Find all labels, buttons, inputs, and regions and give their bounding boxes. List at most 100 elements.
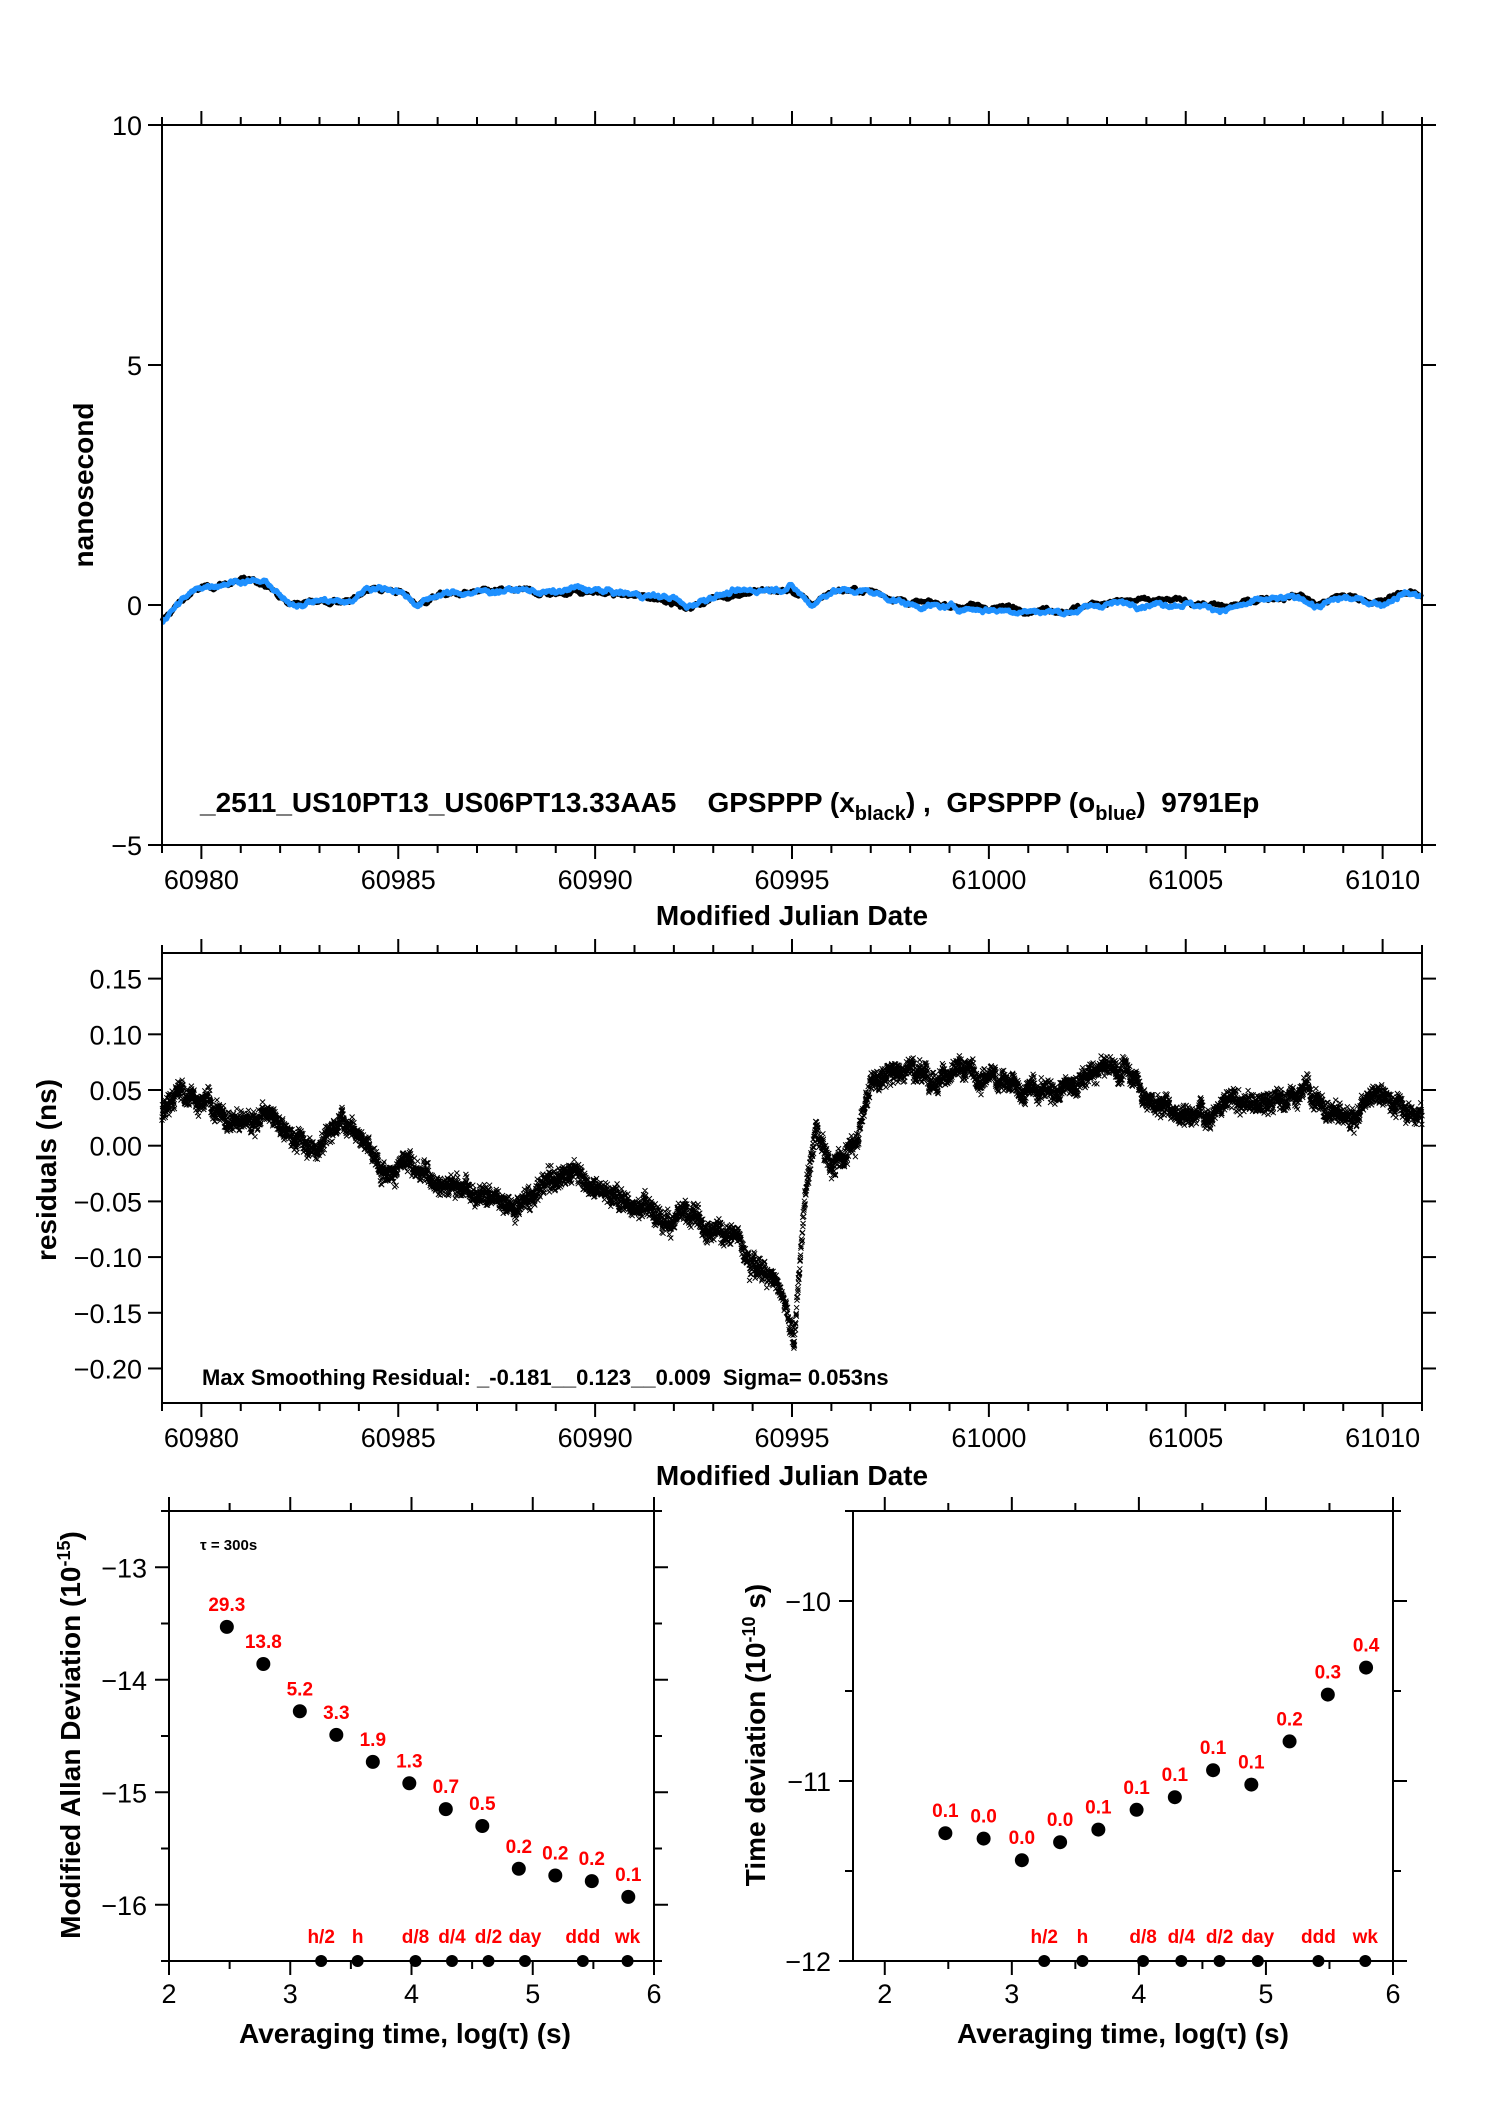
series-blue-o xyxy=(160,576,1424,625)
mdev-y-axis-title: Modified Allan Deviation (10-15) xyxy=(54,1531,86,1939)
tdev-marker-dot xyxy=(1359,1955,1372,1967)
tdev-marker-dot xyxy=(1076,1955,1089,1967)
mdev-ylabel-sup: -15 xyxy=(54,1540,74,1566)
mdev-point-label: 0.2 xyxy=(579,1849,605,1870)
tdev-point-label: 0.4 xyxy=(1353,1636,1380,1657)
mdev-marker-dot xyxy=(518,1955,531,1967)
residuals-data xyxy=(159,1053,1425,1351)
phase-axis-ticks: 60980 60985 60990 60995 61000 61005 61010 −5 0 5 1… xyxy=(111,111,1436,895)
mdev-marker-dot xyxy=(482,1955,495,1967)
residuals-x-tick-label: 60990 xyxy=(558,1423,633,1453)
mdev-x-tick-label: 5 xyxy=(525,1979,540,2009)
tdev-point-label: 0.1 xyxy=(1123,1778,1150,1799)
tdev-x-tick-label: 4 xyxy=(1131,1979,1146,2009)
residuals-x-tick-label: 61000 xyxy=(951,1423,1026,1453)
tdev-x-tick-label: 3 xyxy=(1004,1979,1019,2009)
mdev-point-label: 0.7 xyxy=(433,1777,459,1798)
mdev-point-label: 5.2 xyxy=(287,1679,313,1700)
tdev-point-label: 0.1 xyxy=(932,1801,959,1822)
tdev-data-point xyxy=(1053,1835,1068,1850)
residuals-y-tick-label: 0.00 xyxy=(89,1132,142,1162)
mdev-x-tick-label: 6 xyxy=(646,1979,661,2009)
mdev-data-point xyxy=(621,1889,636,1904)
tdev-point-label: 0.1 xyxy=(1200,1738,1227,1759)
mdev-x-tick-label: 2 xyxy=(161,1979,176,2009)
mdev-marker-dot xyxy=(351,1955,364,1967)
residuals-x-tick-label: 60985 xyxy=(361,1423,436,1453)
mdev-data-point xyxy=(256,1657,271,1671)
legend-sub-black: black xyxy=(855,803,907,825)
tdev-x-tick-label: 6 xyxy=(1385,1979,1400,2009)
tdev-y-tick-label: −12 xyxy=(785,1947,831,1977)
mdev-data-point xyxy=(584,1874,599,1889)
tdev-x-tick-label: 2 xyxy=(877,1979,892,2009)
mdev-marker-dot xyxy=(445,1955,458,1967)
mdev-marker-dot xyxy=(409,1955,422,1967)
phase-y-tick-label: −5 xyxy=(111,831,142,861)
tdev-marker-label: h/2 xyxy=(1030,1927,1057,1948)
blue-trace xyxy=(160,576,1424,625)
residuals-y-tick-label: 0.10 xyxy=(89,1020,142,1050)
tdev-data-point xyxy=(976,1831,991,1846)
legend-prefix: _2511_US10PT13_US06PT13.33AA5 GPSPPP (x xyxy=(199,787,855,818)
mdev-point-label: 13.8 xyxy=(245,1632,282,1653)
mdev-y-tick-label: −15 xyxy=(101,1778,147,1808)
phase-x-tick-label: 60995 xyxy=(754,865,829,895)
mdev-data-point xyxy=(402,1776,417,1791)
mdev-data-point xyxy=(438,1802,453,1817)
tdev-marker-dot xyxy=(1137,1955,1150,1967)
mdev-x-tick-label: 4 xyxy=(404,1979,419,2009)
residuals-y-tick-label: 0.15 xyxy=(89,965,142,995)
tdev-y-tick-label: −10 xyxy=(785,1587,831,1617)
tdev-data-point xyxy=(1320,1687,1335,1702)
phase-y-axis-title: nanosecond xyxy=(68,403,99,568)
tdev-data-point xyxy=(1129,1802,1144,1817)
legend-suffix: ) 9791Ep xyxy=(1136,787,1259,818)
legend-sub-blue: blue xyxy=(1095,803,1136,825)
tdev-y-axis-title: Time deviation (10-10 s) xyxy=(739,1584,771,1887)
residuals-y-axis-title: residuals (ns) xyxy=(31,1079,62,1261)
mdev-ylabel-main: Modified Allan Deviation (10 xyxy=(55,1567,86,1939)
mdev-data-point xyxy=(365,1754,380,1769)
tdev-point-label: 0.1 xyxy=(1162,1765,1189,1786)
residuals-x-tick-label: 60980 xyxy=(164,1423,239,1453)
mdev-x-tick-label: 3 xyxy=(283,1979,298,2009)
mdev-marker-label: day xyxy=(509,1927,542,1948)
residuals-y-tick-label: −0.10 xyxy=(74,1243,142,1273)
residuals-y-tick-label: −0.20 xyxy=(74,1354,142,1384)
mdev-data: 29.313.8 5.2 3.3 1.9 1.3 0.7 0.5 0.2 0.2 0.2 0.1 h/… xyxy=(208,1595,642,1967)
mdev-marker-label: h xyxy=(352,1927,364,1948)
mdev-point-label: 0.1 xyxy=(615,1865,642,1886)
tdev-x-axis-title: Averaging time, log(τ) (s) xyxy=(957,2018,1289,2049)
tdev-point-label: 0.1 xyxy=(1085,1798,1112,1819)
residuals-y-tick-label: 0.05 xyxy=(89,1076,142,1106)
phase-x-tick-label: 61005 xyxy=(1148,865,1223,895)
tdev-marker-dot xyxy=(1038,1955,1051,1967)
mdev-point-label: 3.3 xyxy=(323,1703,349,1724)
tdev-marker-dot xyxy=(1175,1955,1188,1967)
tdev-data-point xyxy=(938,1826,953,1841)
tdev-marker-label: d/8 xyxy=(1129,1927,1156,1948)
residual-x-markers xyxy=(159,1053,1425,1351)
tdev-data-point xyxy=(1014,1853,1029,1868)
tdev-plot-frame xyxy=(852,1510,1394,1962)
residuals-x-tick-label: 60995 xyxy=(754,1423,829,1453)
phase-y-tick-label: 0 xyxy=(127,591,142,621)
phase-y-tick-label: 5 xyxy=(127,351,142,381)
mdev-point-label: 29.3 xyxy=(208,1595,245,1616)
mdev-marker-dot xyxy=(576,1955,589,1967)
tdev-point-label: 0.0 xyxy=(1009,1828,1035,1849)
tdev-x-tick-label: 5 xyxy=(1258,1979,1273,2009)
tdev-data-point xyxy=(1167,1790,1182,1805)
tdev-ylabel-end: s) xyxy=(740,1584,771,1617)
mdev-data-point xyxy=(329,1727,344,1742)
mdev-marker-label: h/2 xyxy=(307,1927,334,1948)
mdev-marker-label: d/8 xyxy=(402,1927,429,1948)
mdev-marker-label: d/4 xyxy=(438,1927,466,1948)
phase-x-tick-label: 60990 xyxy=(558,865,633,895)
mdev-data-point xyxy=(475,1819,490,1833)
tdev-y-tick-label: −11 xyxy=(787,1767,831,1797)
mdev-panel: 2 3 4 5 6 −16 −15 −14 −13 29.313.8 5.2 3.3 1.9 1.3 0.… xyxy=(54,1497,668,2049)
phase-data-traces xyxy=(159,574,1424,625)
phase-x-tick-label: 61010 xyxy=(1345,865,1420,895)
